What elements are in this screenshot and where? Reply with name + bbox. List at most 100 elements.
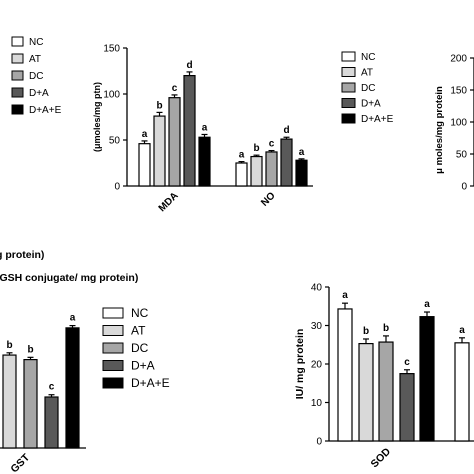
panel-sod: 0 10 20 30 40 IU/ mg protein a b b c a a SOD [294, 283, 474, 470]
bar-sod-nc-letter: a [342, 290, 348, 301]
legend1-swatch-at [341, 67, 356, 77]
legend0-swatch-nc [11, 36, 24, 47]
legend0-label-d-a: D+A [29, 88, 49, 99]
legend1-label-dc: DC [361, 83, 375, 94]
legend2-swatch-d-a [102, 360, 124, 371]
bar-mda-dc-letter: c [172, 83, 178, 94]
y-tick-label: 40 [311, 283, 323, 294]
bar-gst-d-a [44, 396, 59, 449]
legend1-swatch-d-a [341, 98, 356, 108]
x-tick-label-sod: SOD [369, 445, 394, 470]
legend2-label-dc: DC [131, 341, 149, 355]
bar-no-nc-letter: a [239, 150, 245, 161]
legend2-label-at: AT [131, 324, 146, 338]
bar-sod-at-letter: b [363, 326, 369, 337]
bar-gst-d-a-e-letter: a [70, 313, 76, 324]
bar-no-nc [235, 162, 248, 187]
bar-gst-d-a-letter: c [49, 382, 55, 393]
legend1-swatch-dc [341, 82, 356, 93]
bar-no-d-a-e-letter: a [299, 147, 305, 158]
legend-bottom-middle: NC AT DC D+A D+A+E [102, 306, 170, 390]
legend0-swatch-dc [11, 70, 24, 81]
bar-gst-d-a-e [65, 327, 80, 449]
legend-top-left: NC AT DC D+A D+A+E [11, 36, 62, 116]
legend0-label-dc: DC [29, 71, 43, 82]
bar-mda-d-a-letter: d [186, 60, 192, 71]
bar-no-dc-letter: c [269, 139, 275, 150]
y-axis-title-line2: -GSH conjugate/ mg protein) [0, 272, 138, 284]
legend2-swatch-d-a-e [102, 377, 124, 389]
y-axis-title: (μmoles/mg ptn) [92, 82, 102, 152]
y-tick-label: 200 [450, 54, 467, 65]
legend2-swatch-dc [102, 342, 124, 354]
x-tick-label-mda: MDA [157, 190, 181, 214]
legend0-label-at: AT [29, 54, 41, 65]
bar-no-d-a-letter: d [283, 125, 289, 136]
bar-sod-d-a [399, 373, 415, 442]
y-tick-label: 10 [311, 398, 323, 409]
bar-sod-d-a-letter: c [404, 357, 410, 368]
y-tick-label: 100 [450, 118, 467, 129]
bar-mda-nc [138, 143, 151, 187]
panel-gst: g protein) -GSH conjugate/ mg protein) b b c… [0, 249, 138, 474]
bar-next-group-nc-letter: a [459, 325, 465, 336]
bar-mda-dc [168, 97, 181, 187]
y-tick-label: 150 [103, 44, 120, 55]
bar-mda-nc-letter: a [142, 129, 148, 140]
legend-top-middle: NC AT DC D+A D+A+E [341, 51, 394, 125]
bar-no-d-a [280, 138, 293, 187]
bar-mda-d-a-e-letter: a [202, 122, 208, 133]
bar-mda-d-a [183, 74, 196, 187]
panel-cropped-right: 0 50 100 150 200 μ moles/mg protein [434, 54, 474, 193]
y-tick-label: 150 [450, 86, 467, 97]
legend0-swatch-d-a [11, 87, 24, 98]
legend2-label-d-a-e: D+A+E [131, 376, 170, 390]
bar-mda-at-letter: b [156, 100, 162, 111]
legend1-label-d-a: D+A [361, 99, 381, 110]
bar-sod-at [358, 342, 374, 442]
bar-gst-dc [23, 359, 38, 449]
legend0-swatch-d-a-e [11, 104, 24, 115]
legend0-label-d-a-e: D+A+E [29, 105, 62, 116]
y-axis-title-line1: g protein) [0, 249, 44, 261]
legend2-label-nc: NC [131, 306, 149, 320]
y-tick-label: 50 [109, 136, 121, 147]
y-axis-title: IU/ mg protein [294, 329, 306, 400]
y-tick-label: 100 [103, 90, 120, 101]
y-tick-label: 0 [114, 182, 120, 193]
y-tick-label: 0 [461, 182, 467, 193]
bar-sod-d-a-e [419, 316, 435, 442]
legend1-label-nc: NC [361, 52, 375, 63]
bar-sod-nc [337, 308, 353, 442]
legend1-swatch-nc [341, 51, 356, 62]
legend2-label-d-a: D+A [131, 359, 155, 373]
bar-no-dc [265, 151, 278, 187]
bar-no-at-letter: b [253, 143, 259, 154]
legend1-swatch-d-a-e [341, 113, 356, 124]
bar-mda-d-a-e [198, 136, 211, 187]
y-tick-label: 50 [456, 150, 468, 161]
x-tick-label-gst: GST [8, 451, 32, 474]
bar-next-group-nc [454, 342, 470, 442]
legend1-label-d-a-e: D+A+E [361, 114, 394, 125]
bar-mda-at [153, 115, 166, 187]
bar-sod-dc-letter: b [383, 323, 389, 334]
legend0-label-nc: NC [29, 37, 43, 48]
legend1-label-at: AT [361, 68, 373, 79]
bar-sod-dc [378, 341, 394, 442]
bar-gst-at [2, 354, 17, 449]
bar-sod-d-a-e-letter: a [424, 299, 430, 310]
legend0-swatch-at [11, 53, 24, 64]
legend2-swatch-at [102, 325, 124, 336]
y-tick-label: 0 [316, 437, 322, 448]
bar-gst-at-letter: b [6, 340, 12, 351]
y-tick-label: 30 [311, 321, 323, 332]
bar-gst-dc-letter: b [27, 344, 33, 355]
bar-no-d-a-e [295, 159, 308, 187]
y-tick-label: 20 [311, 360, 323, 371]
bar-no-at [250, 155, 263, 187]
y-axis-title: μ moles/mg protein [434, 86, 445, 174]
legend2-swatch-nc [102, 307, 124, 319]
